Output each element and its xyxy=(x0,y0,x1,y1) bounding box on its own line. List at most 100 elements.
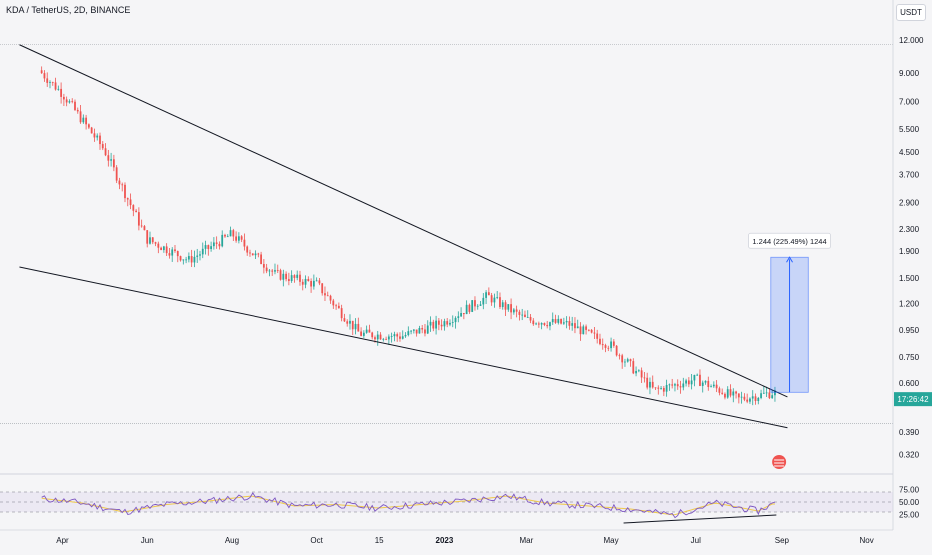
candle-body xyxy=(199,254,201,256)
candle-body xyxy=(40,70,43,74)
candle-body xyxy=(151,237,154,243)
candle xyxy=(335,303,337,310)
candle-body xyxy=(646,377,649,388)
candle xyxy=(185,256,187,264)
candle-body xyxy=(324,293,326,296)
candle-body xyxy=(574,323,576,329)
candle xyxy=(674,382,676,392)
candle-body xyxy=(385,338,387,340)
candle-body xyxy=(287,279,290,281)
lower-trendline[interactable] xyxy=(19,266,788,429)
price-tick-label: 5.500 xyxy=(899,125,920,134)
current-time-label: 17:26:42 xyxy=(897,395,929,404)
candle xyxy=(285,271,287,282)
candle xyxy=(754,393,757,405)
candle xyxy=(435,315,437,335)
candle-body xyxy=(415,329,418,334)
candle xyxy=(751,390,754,406)
candle-body xyxy=(582,326,585,335)
candle-body xyxy=(549,322,551,327)
candle-body xyxy=(526,316,529,318)
candle xyxy=(240,235,243,243)
candle xyxy=(137,207,140,231)
candle-body xyxy=(365,329,368,333)
candle-body xyxy=(343,318,346,322)
candle-body xyxy=(65,99,68,103)
candle-body xyxy=(218,243,221,247)
candle-body xyxy=(454,317,457,323)
candle-body xyxy=(671,384,674,386)
candle-body xyxy=(432,321,435,329)
event-marker-icon[interactable] xyxy=(772,455,787,469)
candle-body xyxy=(404,335,407,337)
candle xyxy=(282,269,285,287)
candle xyxy=(171,247,174,262)
candle xyxy=(104,143,107,157)
candle xyxy=(93,128,96,142)
candle xyxy=(662,385,665,397)
candle-body xyxy=(721,392,724,394)
candle-body xyxy=(524,314,526,318)
candle xyxy=(157,241,160,254)
candle xyxy=(568,316,571,330)
candle-body xyxy=(693,374,696,381)
candle-body xyxy=(187,256,190,260)
candle xyxy=(490,292,493,306)
candle xyxy=(337,302,340,309)
candle xyxy=(396,332,399,342)
candle xyxy=(604,343,607,353)
candle-body xyxy=(96,135,99,138)
candle xyxy=(143,224,146,231)
candle-body xyxy=(765,392,768,394)
candle-body xyxy=(540,323,543,325)
candle xyxy=(257,252,260,258)
candle xyxy=(657,385,660,395)
candle-body xyxy=(515,309,518,312)
candle xyxy=(410,330,412,335)
rsi-divergence-line[interactable] xyxy=(623,514,777,524)
upper-trendline[interactable] xyxy=(19,44,788,398)
candle xyxy=(537,321,540,328)
candle-body xyxy=(304,278,307,285)
candle-body xyxy=(146,230,149,244)
candle xyxy=(765,386,768,397)
candle xyxy=(590,329,593,334)
candle xyxy=(271,268,274,276)
candle-body xyxy=(265,267,268,272)
candle xyxy=(79,105,82,124)
time-tick-label: May xyxy=(604,536,619,545)
currency-badge[interactable]: USDT xyxy=(896,4,926,21)
candle xyxy=(571,316,574,331)
price-tick-label: 0.390 xyxy=(899,428,920,437)
candle xyxy=(296,270,299,281)
candle xyxy=(218,241,221,250)
candle xyxy=(460,307,462,317)
candle xyxy=(676,379,679,390)
candle-body xyxy=(629,359,632,362)
candle xyxy=(415,329,418,337)
candle-body xyxy=(360,331,362,336)
candle-body xyxy=(340,308,343,319)
candle-body xyxy=(212,242,215,247)
candle xyxy=(287,272,290,286)
candle-body xyxy=(49,82,51,84)
candle xyxy=(290,270,293,283)
rsi-line[interactable] xyxy=(41,492,776,519)
candle-body xyxy=(182,259,185,261)
candle-body xyxy=(54,82,57,90)
candle-body xyxy=(649,381,651,388)
candle-body xyxy=(754,396,757,402)
candle-body xyxy=(743,396,746,400)
candle xyxy=(521,308,524,321)
candle-body xyxy=(124,184,126,199)
candle xyxy=(532,318,535,326)
candle-body xyxy=(679,386,682,388)
candle xyxy=(512,308,515,315)
candle-body xyxy=(104,148,107,156)
candle xyxy=(274,263,276,275)
candle-body xyxy=(607,347,610,349)
candle xyxy=(476,304,479,310)
candle xyxy=(232,228,235,241)
